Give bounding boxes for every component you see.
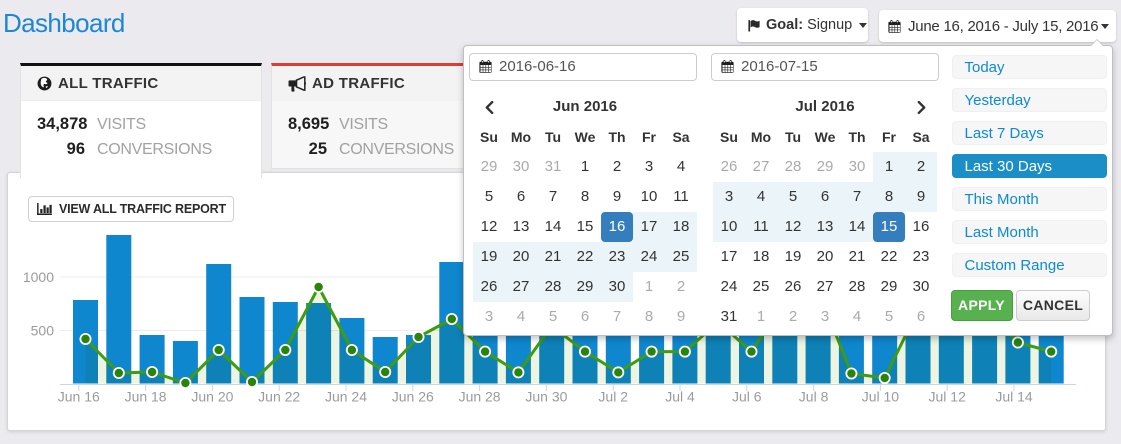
svg-text:Jun 22: Jun 22 [258,389,300,405]
svg-text:Jun 16: Jun 16 [58,389,100,405]
svg-text:Jul 10: Jul 10 [862,389,900,405]
svg-text:1000: 1000 [23,269,54,285]
svg-text:Jul 4: Jul 4 [665,389,695,405]
svg-text:Jul 14: Jul 14 [995,389,1033,405]
svg-text:Jul 8: Jul 8 [799,389,829,405]
svg-text:Jun 18: Jun 18 [125,389,167,405]
svg-text:Jul 6: Jul 6 [732,389,762,405]
svg-text:Jun 28: Jun 28 [459,389,501,405]
svg-text:Jun 20: Jun 20 [191,389,233,405]
svg-text:Jun 24: Jun 24 [325,389,367,405]
svg-text:Jul 2: Jul 2 [598,389,628,405]
svg-text:Jul 12: Jul 12 [929,389,967,405]
svg-text:Jun 26: Jun 26 [392,389,434,405]
svg-text:500: 500 [31,323,55,339]
svg-text:Jun 30: Jun 30 [525,389,567,405]
